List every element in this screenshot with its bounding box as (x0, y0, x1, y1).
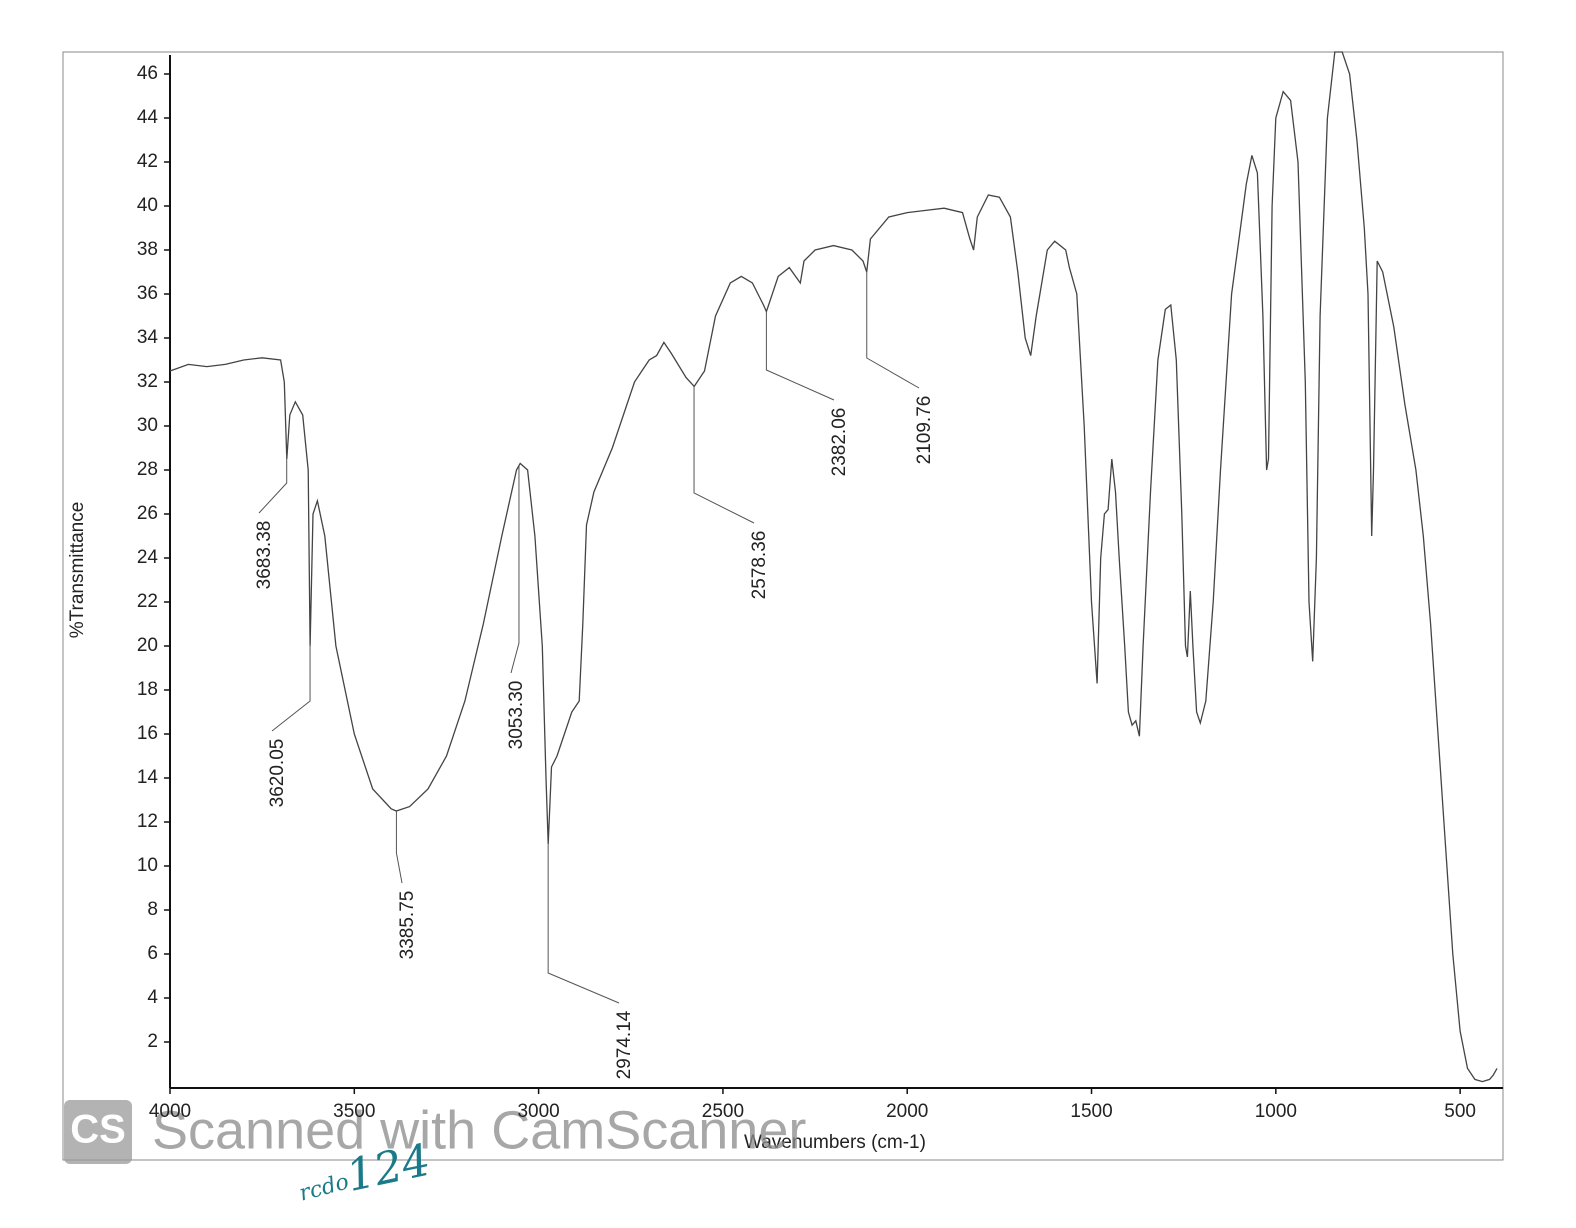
peak-leader (395, 810, 403, 884)
peak-label: 2382.06 (829, 408, 850, 477)
handwriting: rcdo (297, 1169, 352, 1206)
peak-leader (866, 271, 920, 389)
peak-label: 2109.76 (914, 396, 935, 465)
y-tick-label: 26 (137, 503, 158, 524)
y-tick-label: 14 (137, 767, 159, 788)
y-tick-label: 12 (137, 811, 158, 832)
x-tick-label: 1000 (1255, 1101, 1297, 1122)
peak-label: 2974.14 (614, 1010, 635, 1079)
peak-leader (693, 386, 755, 524)
watermark-logo-box (64, 1100, 132, 1164)
x-tick-label: 3500 (333, 1101, 375, 1122)
peak-label: 3683.38 (254, 521, 275, 590)
y-tick-label: 38 (137, 239, 158, 260)
y-tick-label: 24 (137, 547, 159, 568)
peak-label: 3385.75 (397, 891, 418, 960)
peak-label: 3620.05 (267, 739, 288, 808)
watermark-logo: CS (70, 1108, 126, 1152)
x-tick-label: 2000 (886, 1101, 928, 1122)
watermark-text: Scanned with CamScanner (152, 1100, 806, 1160)
y-tick-label: 8 (147, 899, 158, 920)
y-tick-label: 10 (137, 855, 158, 876)
y-tick-label: 32 (137, 371, 158, 392)
y-tick-label: 46 (137, 63, 158, 84)
x-tick-label: 500 (1444, 1101, 1476, 1122)
peak-label: 3053.30 (506, 681, 527, 750)
y-tick-label: 18 (137, 679, 158, 700)
y-tick-label: 22 (137, 591, 158, 612)
frame (62, 51, 1504, 1161)
x-tick-label: 3000 (517, 1101, 559, 1122)
peak-leader (510, 465, 520, 674)
x-tick-label: 4000 (149, 1101, 191, 1122)
peak-leader (547, 842, 620, 1004)
y-tick-label: 44 (137, 107, 159, 128)
y-tick-label: 36 (137, 283, 158, 304)
y-tick-label: 40 (137, 195, 158, 216)
peak-leader (765, 311, 835, 401)
peak-leader (271, 644, 311, 732)
x-tick-label: 2500 (702, 1101, 744, 1122)
y-tick-label: 16 (137, 723, 158, 744)
x-axis-label: Wavenumbers (cm-1) (744, 1132, 926, 1153)
y-tick-label: 30 (137, 415, 158, 436)
y-tick-label: 4 (147, 987, 158, 1008)
y-tick-label: 42 (137, 151, 158, 172)
y-tick-label: 20 (137, 635, 158, 656)
peak-label: 2578.36 (749, 531, 770, 600)
x-tick-label: 1500 (1070, 1101, 1112, 1122)
y-tick-label: 6 (147, 943, 158, 964)
peak-leader (258, 454, 288, 514)
y-axis-label: %Transmittance (67, 502, 88, 639)
y-tick-label: 28 (137, 459, 158, 480)
y-tick-label: 2 (147, 1031, 158, 1052)
y-tick-label: 34 (137, 327, 159, 348)
spectrum-line (169, 51, 1498, 1083)
